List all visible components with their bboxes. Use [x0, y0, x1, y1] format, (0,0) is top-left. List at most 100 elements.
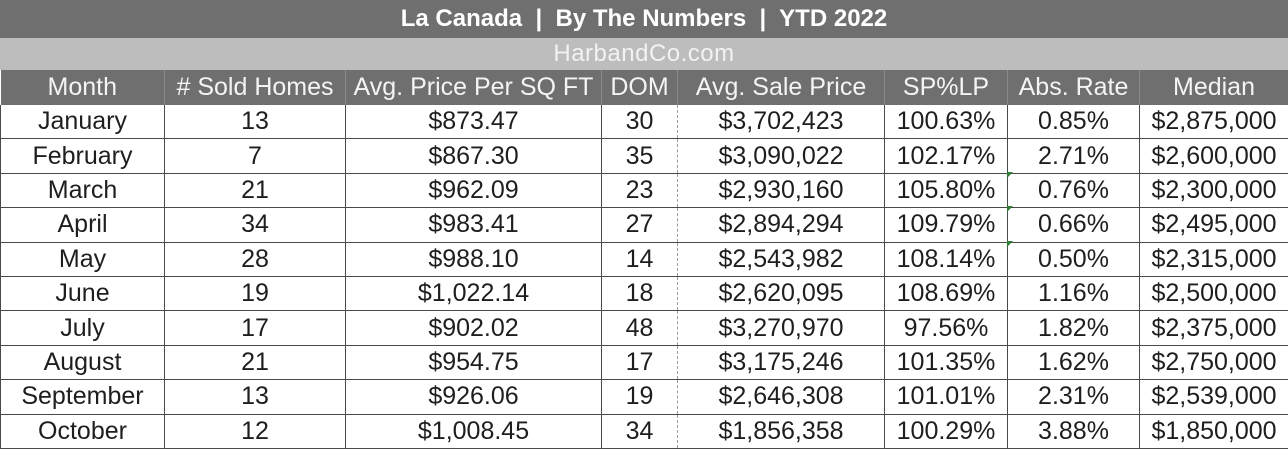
cell-dom[interactable]: 30	[601, 105, 678, 140]
cell-price-per-sqft[interactable]: $1,008.45	[345, 414, 602, 449]
cell-dom[interactable]: 19	[601, 379, 678, 415]
cell-price-per-sqft[interactable]: $983.41	[345, 207, 602, 243]
cell-sp-lp[interactable]: 109.79%	[884, 207, 1008, 243]
cell-median[interactable]: $2,315,000	[1139, 242, 1288, 277]
cell-sold-homes[interactable]: 21	[164, 173, 346, 209]
cell-sp-lp[interactable]: 102.17%	[884, 138, 1008, 174]
col-header-avg-sale-price[interactable]: Avg. Sale Price	[677, 70, 885, 105]
col-header-sp-lp[interactable]: SP%LP	[884, 70, 1008, 105]
cell-dom[interactable]: 27	[601, 207, 678, 243]
cell-price-per-sqft[interactable]: $867.30	[345, 138, 602, 174]
cell-abs-rate[interactable]: 1.16%	[1007, 276, 1140, 312]
cell-avg-sale-price[interactable]: $3,702,423	[677, 105, 885, 140]
cell-dom[interactable]: 18	[601, 276, 678, 312]
cell-abs-rate[interactable]: 0.50%	[1007, 242, 1140, 277]
cell-month[interactable]: February	[0, 138, 165, 174]
website-banner: HarbandCo.com	[0, 38, 1288, 70]
cell-abs-rate[interactable]: 2.31%	[1007, 379, 1140, 415]
cell-sp-lp[interactable]: 100.29%	[884, 414, 1008, 449]
cell-avg-sale-price[interactable]: $3,175,246	[677, 345, 885, 381]
cell-avg-sale-price[interactable]: $3,090,022	[677, 138, 885, 174]
cell-month[interactable]: March	[0, 173, 165, 209]
col-header-median[interactable]: Median	[1139, 70, 1288, 105]
cell-month[interactable]: October	[0, 414, 165, 449]
cell-sp-lp[interactable]: 101.35%	[884, 345, 1008, 381]
cell-sold-homes[interactable]: 13	[164, 105, 346, 140]
cell-dom[interactable]: 17	[601, 345, 678, 381]
cell-abs-rate[interactable]: 0.76%	[1007, 173, 1140, 209]
cell-price-per-sqft[interactable]: $962.09	[345, 173, 602, 209]
cell-sp-lp[interactable]: 108.14%	[884, 242, 1008, 277]
cell-avg-sale-price[interactable]: $2,620,095	[677, 276, 885, 312]
cell-median[interactable]: $2,750,000	[1139, 345, 1288, 381]
cell-median[interactable]: $2,300,000	[1139, 173, 1288, 209]
cell-abs-rate[interactable]: 1.82%	[1007, 310, 1140, 346]
cell-avg-sale-price[interactable]: $3,270,970	[677, 310, 885, 346]
cell-sold-homes[interactable]: 12	[164, 414, 346, 449]
cell-price-per-sqft[interactable]: $954.75	[345, 345, 602, 381]
table-row: July 17 $902.02 48 $3,270,970 97.56% 1.8…	[0, 310, 1288, 346]
cell-abs-rate[interactable]: 1.62%	[1007, 345, 1140, 381]
cell-avg-sale-price[interactable]: $1,856,358	[677, 414, 885, 449]
cell-month[interactable]: April	[0, 207, 165, 243]
col-header-abs-rate[interactable]: Abs. Rate	[1007, 70, 1140, 105]
table-row: April 34 $983.41 27 $2,894,294 109.79% 0…	[0, 207, 1288, 243]
cell-price-per-sqft[interactable]: $988.10	[345, 242, 602, 277]
header-row: Month # Sold Homes Avg. Price Per SQ FT …	[0, 70, 1288, 105]
cell-median[interactable]: $2,495,000	[1139, 207, 1288, 243]
cell-price-per-sqft[interactable]: $926.06	[345, 379, 602, 415]
cell-sp-lp[interactable]: 105.80%	[884, 173, 1008, 209]
cell-sp-lp[interactable]: 101.01%	[884, 379, 1008, 415]
cell-month[interactable]: September	[0, 379, 165, 415]
cell-median[interactable]: $2,875,000	[1139, 105, 1288, 140]
table-row: May 28 $988.10 14 $2,543,982 108.14% 0.5…	[0, 242, 1288, 277]
cell-abs-rate[interactable]: 0.85%	[1007, 105, 1140, 140]
cell-flag-marker	[1007, 206, 1013, 212]
cell-sold-homes[interactable]: 19	[164, 276, 346, 312]
cell-month[interactable]: July	[0, 310, 165, 346]
cell-month[interactable]: June	[0, 276, 165, 312]
table-row: February 7 $867.30 35 $3,090,022 102.17%…	[0, 138, 1288, 174]
cell-median[interactable]: $2,500,000	[1139, 276, 1288, 312]
cell-dom[interactable]: 23	[601, 173, 678, 209]
cell-avg-sale-price[interactable]: $2,930,160	[677, 173, 885, 209]
cell-month[interactable]: August	[0, 345, 165, 381]
cell-avg-sale-price[interactable]: $2,543,982	[677, 242, 885, 277]
cell-flag-marker	[1007, 241, 1013, 247]
cell-median[interactable]: $2,375,000	[1139, 310, 1288, 346]
cell-price-per-sqft[interactable]: $902.02	[345, 310, 602, 346]
cell-avg-sale-price[interactable]: $2,894,294	[677, 207, 885, 243]
table-row: January 13 $873.47 30 $3,702,423 100.63%…	[0, 105, 1288, 140]
cell-dom[interactable]: 35	[601, 138, 678, 174]
cell-sold-homes[interactable]: 7	[164, 138, 346, 174]
col-header-price-per-sqft[interactable]: Avg. Price Per SQ FT	[345, 70, 602, 105]
cell-avg-sale-price[interactable]: $2,646,308	[677, 379, 885, 415]
cell-median[interactable]: $2,539,000	[1139, 379, 1288, 415]
cell-sp-lp[interactable]: 108.69%	[884, 276, 1008, 312]
cell-median[interactable]: $1,850,000	[1139, 414, 1288, 449]
cell-price-per-sqft[interactable]: $1,022.14	[345, 276, 602, 312]
cell-dom[interactable]: 48	[601, 310, 678, 346]
cell-median[interactable]: $2,600,000	[1139, 138, 1288, 174]
cell-sp-lp[interactable]: 97.56%	[884, 310, 1008, 346]
cell-abs-rate[interactable]: 0.66%	[1007, 207, 1140, 243]
cell-dom[interactable]: 34	[601, 414, 678, 449]
market-stats-table: Month # Sold Homes Avg. Price Per SQ FT …	[0, 70, 1288, 449]
cell-sold-homes[interactable]: 21	[164, 345, 346, 381]
cell-sold-homes[interactable]: 28	[164, 242, 346, 277]
cell-flag-marker	[1007, 172, 1013, 178]
cell-sold-homes[interactable]: 13	[164, 379, 346, 415]
col-header-month[interactable]: Month	[0, 70, 165, 105]
cell-month[interactable]: May	[0, 242, 165, 277]
cell-abs-rate[interactable]: 2.71%	[1007, 138, 1140, 174]
cell-sold-homes[interactable]: 17	[164, 310, 346, 346]
cell-month[interactable]: January	[0, 105, 165, 140]
cell-price-per-sqft[interactable]: $873.47	[345, 105, 602, 140]
col-header-dom[interactable]: DOM	[601, 70, 678, 105]
cell-sp-lp[interactable]: 100.63%	[884, 105, 1008, 140]
col-header-sold-homes[interactable]: # Sold Homes	[164, 70, 346, 105]
cell-dom[interactable]: 14	[601, 242, 678, 277]
cell-abs-rate[interactable]: 3.88%	[1007, 414, 1140, 449]
table-row: August 21 $954.75 17 $3,175,246 101.35% …	[0, 345, 1288, 381]
cell-sold-homes[interactable]: 34	[164, 207, 346, 243]
